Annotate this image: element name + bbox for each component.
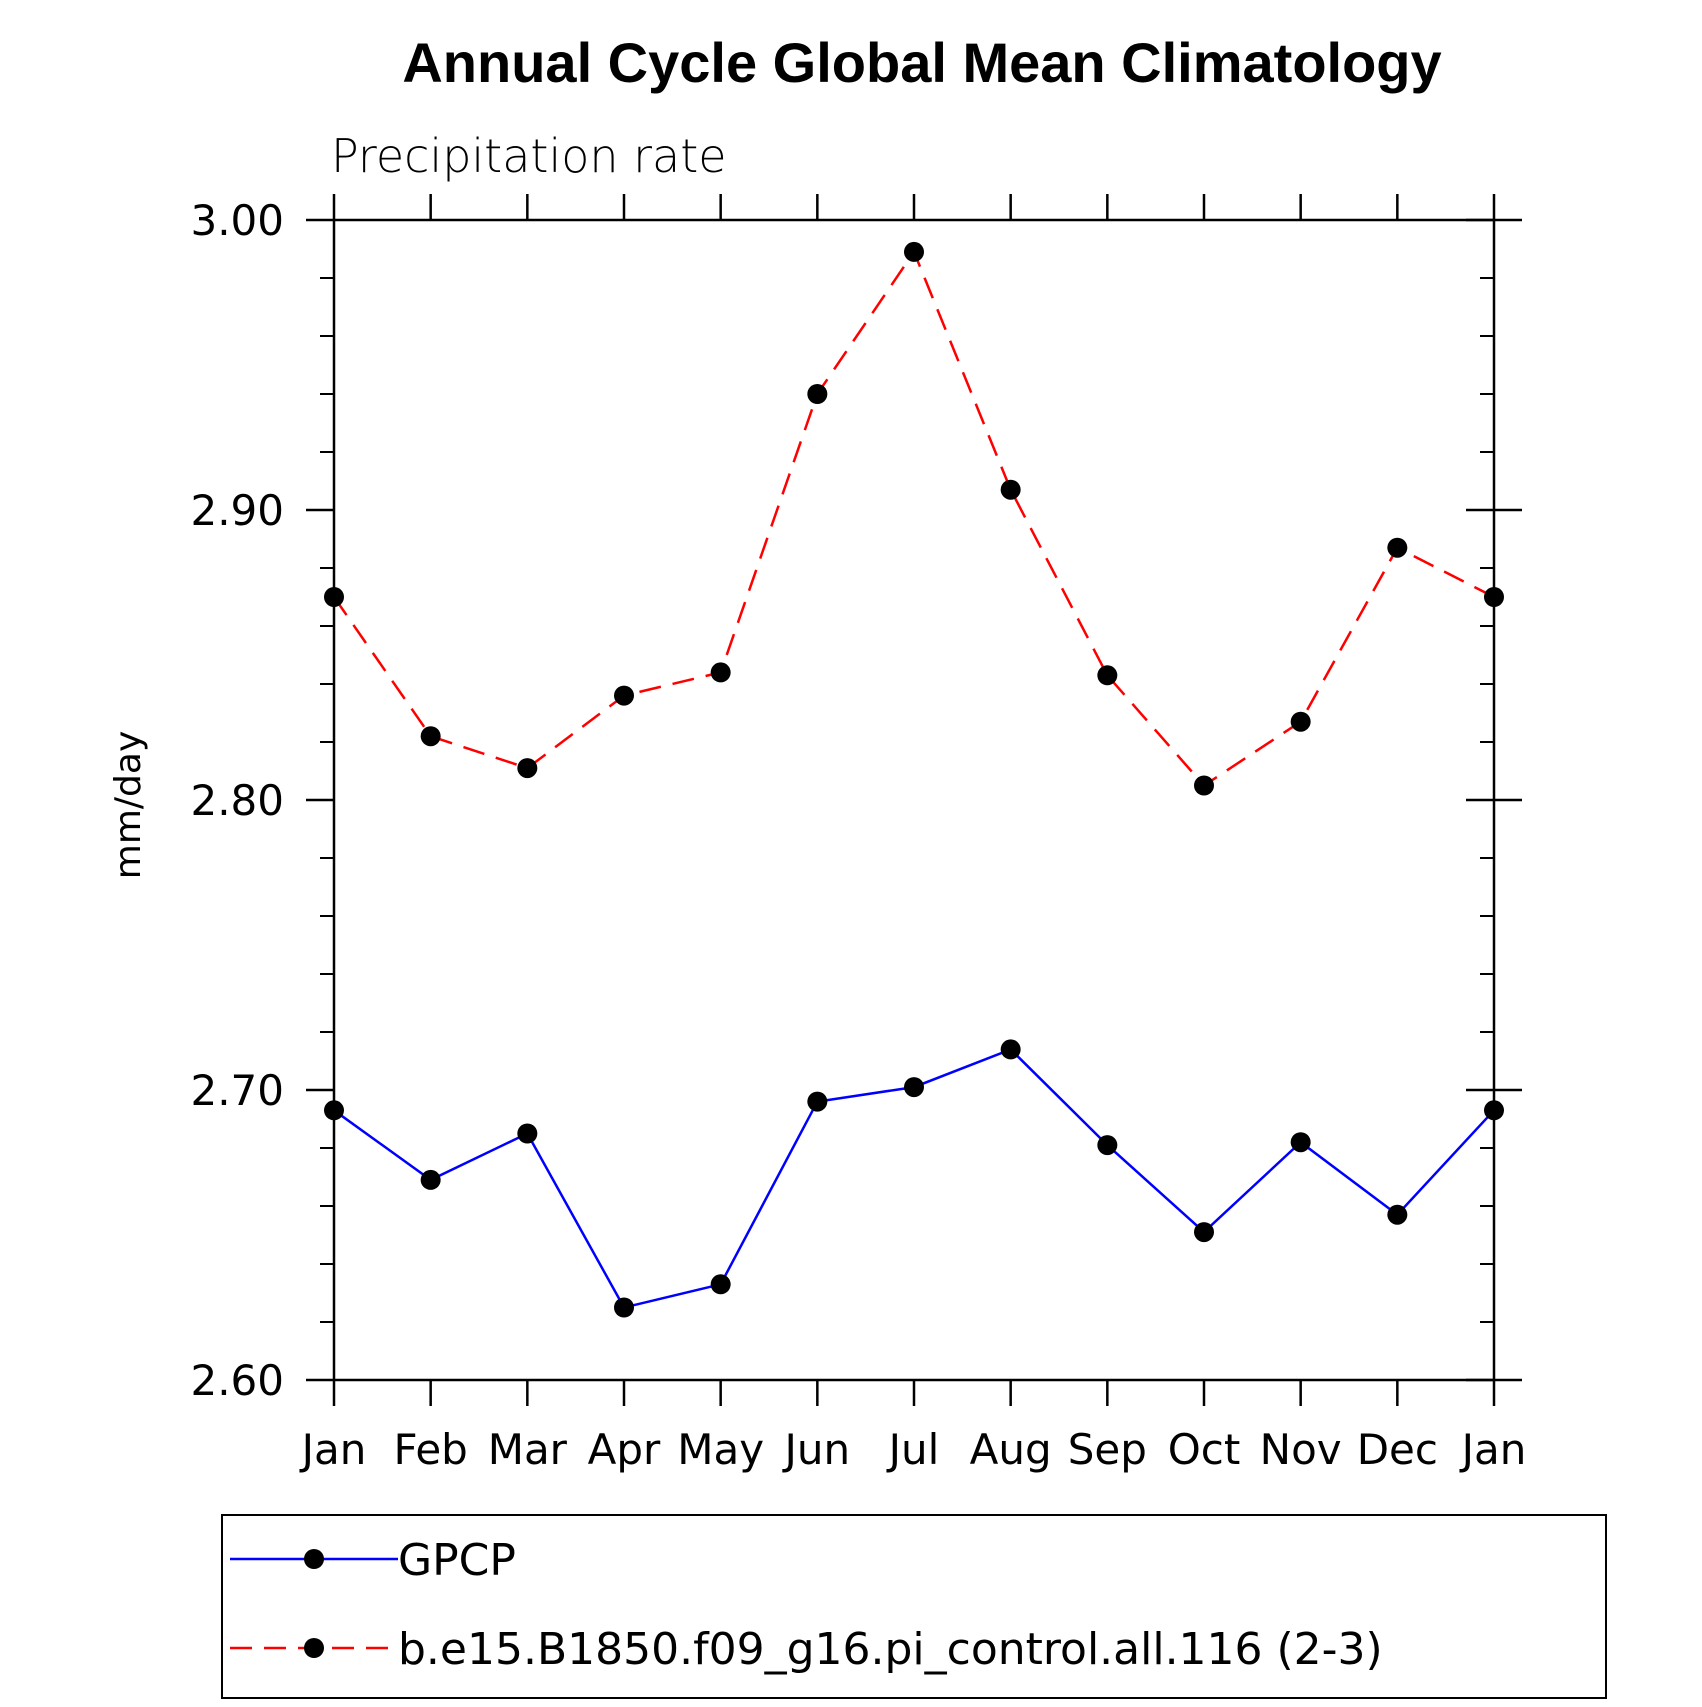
- data-point: [517, 1123, 538, 1144]
- plot-frame: [332, 218, 1496, 1382]
- x-tick-label: Sep: [1068, 1425, 1147, 1474]
- y-tick-label: 2.70: [190, 1066, 284, 1115]
- x-tick-label: Apr: [588, 1425, 661, 1474]
- legend-marker: [304, 1638, 324, 1658]
- data-point: [710, 1274, 731, 1295]
- data-point: [904, 241, 924, 262]
- y-axis-label: mm/day: [108, 731, 149, 879]
- x-tick-label: May: [677, 1425, 764, 1474]
- y-tick-label: 3.00: [190, 196, 284, 245]
- data-point: [1387, 1204, 1408, 1225]
- data-point: [420, 726, 441, 747]
- chart-title: Annual Cycle Global Mean Climatology: [402, 31, 1441, 94]
- x-tick-label: Feb: [393, 1425, 467, 1474]
- data-point: [517, 758, 538, 779]
- data-point: [1290, 711, 1311, 732]
- x-tick-label: Aug: [970, 1425, 1052, 1474]
- data-point: [614, 685, 634, 706]
- x-tick-label: Mar: [488, 1425, 568, 1474]
- legend-label: GPCP: [398, 1535, 516, 1586]
- data-point: [1097, 665, 1118, 686]
- data-point: [710, 662, 731, 683]
- y-tick-label: 2.90: [190, 486, 284, 535]
- data-point: [1097, 1135, 1118, 1156]
- data-point: [807, 1091, 828, 1112]
- data-point: [807, 384, 828, 404]
- x-tick-label: Jan: [299, 1425, 367, 1474]
- data-point: [1000, 479, 1021, 500]
- legend-box: [221, 1514, 1607, 1699]
- data-point: [1000, 1039, 1021, 1060]
- legend-marker: [304, 1549, 324, 1569]
- data-point: [324, 1100, 344, 1121]
- x-tick-label: Jul: [886, 1425, 940, 1474]
- x-tick-label: Dec: [1357, 1425, 1438, 1474]
- data-point: [614, 1297, 634, 1318]
- data-point: [420, 1169, 441, 1190]
- chart-subtitle: Precipitation rate: [331, 129, 727, 183]
- x-tick-label: Jan: [1459, 1425, 1527, 1474]
- data-point: [1194, 775, 1214, 796]
- x-tick-label: Nov: [1260, 1425, 1342, 1474]
- data-point: [1387, 537, 1408, 558]
- y-tick-label: 2.80: [190, 776, 284, 825]
- data-point: [1484, 587, 1504, 607]
- plot-layer: Jan Feb Mar Apr May Jun Jul Aug Sep Oct Nov Dec Jan 2…: [190, 194, 1526, 1474]
- y-tick-label: 2.60: [190, 1356, 284, 1405]
- x-tick-label: Oct: [1168, 1425, 1241, 1474]
- data-point: [324, 587, 344, 607]
- data-point: [1290, 1132, 1311, 1153]
- data-point: [1484, 1100, 1504, 1121]
- legend-label: b.e15.B1850.f09_g16.pi_control.all.116 (…: [398, 1624, 1383, 1675]
- data-point: [904, 1077, 924, 1098]
- data-point: [1194, 1222, 1214, 1243]
- legend: GPCP b.e15.B1850.f09_g16.pi_control.all.1…: [221, 1514, 1607, 1699]
- series-line-1: [332, 249, 1495, 788]
- x-tick-label: Jun: [782, 1425, 851, 1474]
